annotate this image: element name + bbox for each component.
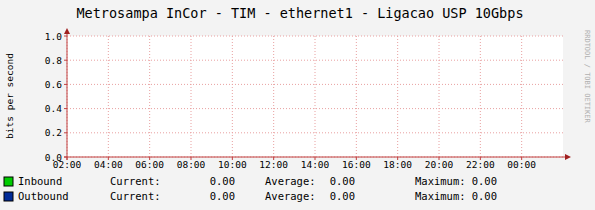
stat-value: 0.00 [330,175,355,187]
x-tick-label: 14:00 [301,159,330,170]
x-grid-line [480,36,481,157]
chart: Metrosampa InCor - TIM - ethernet1 - Lig… [0,0,595,210]
title: Metrosampa InCor - TIM - ethernet1 - Lig… [76,5,523,21]
x-grid-line [149,36,150,157]
x-grid-line [439,36,440,157]
x-tick-label: 18:00 [383,159,412,170]
stat-label: Average: [265,190,316,202]
stat-label: Maximum: [415,175,466,187]
stat-label: Maximum: [415,190,466,202]
x-grid-line [232,36,233,157]
y-axis-arrow [64,28,70,34]
plot-area [67,36,563,157]
x-grid-line [356,36,357,157]
background [0,0,595,210]
x-grid-line [397,36,398,157]
stat-value: 0.00 [330,190,355,202]
y-axis-label: bits per second [4,53,15,139]
stat-label: Average: [265,175,316,187]
x-grid-line [315,36,316,157]
y-tick-label: 0.2 [45,127,62,138]
stat-label: Current: [110,175,161,187]
x-grid-line [191,36,192,157]
stat-value: 0.00 [210,190,235,202]
x-tick-label: 02:00 [53,159,82,170]
legend-swatch [4,177,13,186]
x-tick-label: 22:00 [466,159,495,170]
y-axis [67,32,68,160]
stat-value: 0.00 [210,175,235,187]
grid [67,36,563,157]
legend-label: Inbound [18,175,62,187]
y-tick-label: 0.6 [45,79,62,90]
stat-value: 0.00 [472,190,497,202]
y-tick-label: 0.8 [45,55,62,66]
x-axis [64,157,567,158]
x-tick-label: 16:00 [342,159,371,170]
side-label: RRDTOOL / TOBI OETIKER [583,30,591,124]
x-grid-line [108,36,109,157]
x-tick-label: 10:00 [218,159,247,170]
legend-swatch [4,192,13,201]
y-tick-label: 0.4 [45,103,62,114]
x-tick-label: 00:00 [507,159,536,170]
x-grid-line [521,36,522,157]
x-tick-label: 12:00 [259,159,288,170]
x-tick-label: 06:00 [135,159,164,170]
x-tick-label: 04:00 [94,159,123,170]
x-tick-label: 20:00 [425,159,454,170]
stat-value: 0.00 [472,175,497,187]
stat-label: Current: [110,190,161,202]
legend-label: Outbound [18,190,69,202]
x-tick-label: 08:00 [177,159,206,170]
x-grid-line [273,36,274,157]
x-axis-arrow [565,154,571,160]
y-tick-label: 1.0 [45,31,62,42]
